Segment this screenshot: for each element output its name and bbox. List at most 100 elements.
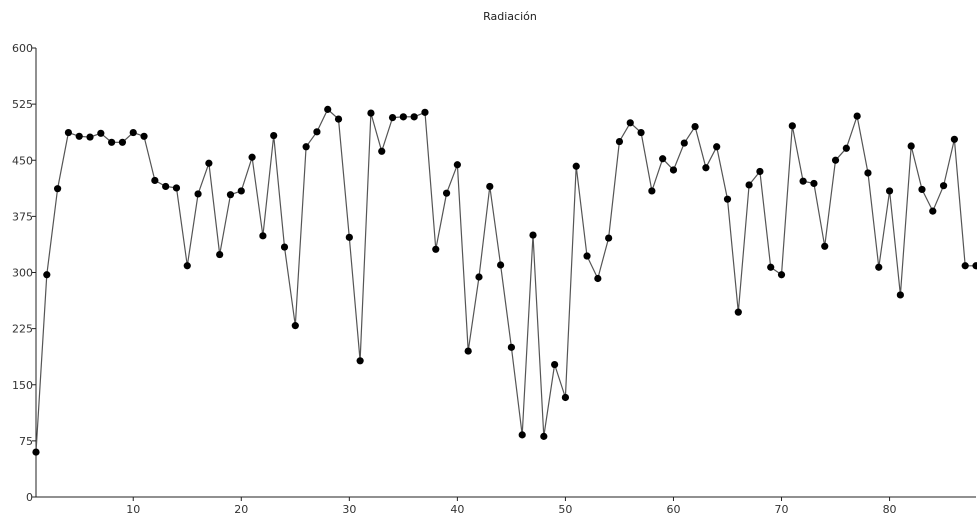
y-tick-label: 300 bbox=[12, 267, 33, 280]
data-point bbox=[64, 128, 73, 137]
data-point bbox=[280, 243, 289, 251]
data-point bbox=[540, 432, 548, 440]
data-point bbox=[194, 190, 202, 198]
data-point bbox=[615, 137, 624, 146]
data-point bbox=[507, 343, 516, 351]
data-point bbox=[356, 357, 364, 365]
data-point bbox=[86, 133, 94, 141]
data-point bbox=[691, 122, 699, 131]
data-point bbox=[561, 393, 570, 402]
data-point bbox=[324, 105, 332, 113]
data-point bbox=[432, 245, 440, 253]
data-point bbox=[410, 113, 418, 121]
data-point bbox=[605, 234, 613, 242]
data-point bbox=[821, 242, 829, 250]
data-point bbox=[885, 187, 894, 195]
y-tick-label: 75 bbox=[19, 435, 33, 448]
data-point bbox=[756, 167, 764, 176]
data-point bbox=[734, 308, 742, 316]
data-point bbox=[572, 162, 580, 170]
data-point bbox=[659, 155, 667, 163]
data-point bbox=[172, 184, 181, 192]
data-point bbox=[226, 191, 235, 199]
data-point bbox=[972, 262, 977, 270]
data-point bbox=[140, 132, 148, 140]
data-point bbox=[918, 185, 926, 194]
data-point bbox=[97, 129, 105, 137]
data-point bbox=[464, 347, 472, 355]
data-point bbox=[518, 431, 526, 439]
x-tick-label: 20 bbox=[234, 503, 248, 516]
x-tick-label: 60 bbox=[666, 503, 680, 516]
data-point bbox=[32, 448, 40, 456]
series-radiacion bbox=[32, 105, 977, 456]
y-tick-label: 150 bbox=[12, 379, 33, 392]
data-point bbox=[864, 169, 872, 177]
data-point bbox=[637, 128, 645, 137]
x-axis-ticks: 10 20 30 40 50 60 70 80 bbox=[126, 497, 897, 516]
data-point bbox=[162, 182, 170, 191]
data-point bbox=[129, 128, 137, 137]
data-point bbox=[378, 147, 386, 155]
data-point bbox=[334, 115, 343, 123]
x-tick-label: 10 bbox=[126, 503, 140, 516]
data-point bbox=[237, 187, 245, 195]
data-point bbox=[777, 271, 786, 279]
x-tick-label: 40 bbox=[450, 503, 464, 516]
y-axis-ticks: 0 75 150 225 300 375 450 525 600 bbox=[12, 42, 36, 504]
x-tick-label: 80 bbox=[883, 503, 897, 516]
y-tick-label: 525 bbox=[12, 98, 33, 111]
data-point bbox=[896, 291, 904, 299]
data-point bbox=[853, 112, 861, 120]
y-tick-label: 0 bbox=[26, 491, 33, 504]
data-point bbox=[529, 231, 537, 239]
y-tick-label: 600 bbox=[12, 42, 33, 55]
data-point bbox=[216, 250, 224, 259]
data-point bbox=[183, 262, 191, 270]
x-tick-label: 30 bbox=[342, 503, 356, 516]
data-point bbox=[961, 262, 969, 270]
axes bbox=[35, 48, 976, 498]
data-point bbox=[669, 166, 678, 174]
data-point bbox=[54, 185, 62, 193]
data-point bbox=[648, 187, 656, 195]
data-point bbox=[583, 252, 591, 260]
x-tick-label: 50 bbox=[558, 503, 572, 516]
data-point bbox=[442, 189, 451, 197]
data-point bbox=[680, 139, 688, 147]
data-point bbox=[291, 322, 299, 330]
data-point bbox=[831, 156, 840, 164]
y-tick-label: 225 bbox=[12, 323, 33, 336]
chart-title: Radiación bbox=[483, 10, 537, 23]
data-point bbox=[475, 273, 483, 281]
x-tick-label: 70 bbox=[775, 503, 789, 516]
data-point bbox=[43, 271, 51, 279]
data-point bbox=[486, 182, 494, 191]
data-point bbox=[270, 131, 278, 140]
data-point bbox=[929, 207, 937, 215]
series-line bbox=[35, 108, 976, 453]
data-point bbox=[313, 128, 321, 136]
data-point bbox=[345, 233, 353, 241]
data-point bbox=[453, 161, 461, 169]
data-point bbox=[810, 179, 818, 188]
data-point bbox=[108, 138, 116, 146]
data-point bbox=[713, 143, 721, 151]
y-tick-label: 375 bbox=[12, 210, 33, 223]
data-point bbox=[626, 119, 634, 127]
data-point bbox=[788, 122, 796, 130]
data-point bbox=[118, 138, 127, 146]
data-point bbox=[875, 263, 883, 271]
data-point bbox=[421, 108, 429, 116]
data-point bbox=[496, 261, 505, 269]
data-point bbox=[248, 153, 256, 161]
data-point bbox=[939, 182, 948, 190]
y-tick-label: 450 bbox=[12, 154, 33, 167]
data-point bbox=[302, 143, 310, 151]
data-point bbox=[259, 232, 267, 240]
data-point bbox=[594, 274, 602, 283]
data-point bbox=[950, 135, 958, 143]
data-point bbox=[75, 132, 83, 140]
data-point bbox=[205, 159, 213, 167]
